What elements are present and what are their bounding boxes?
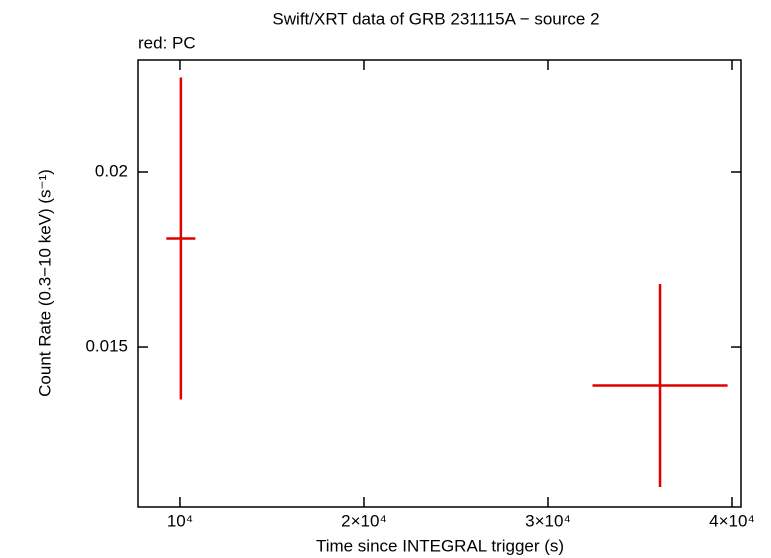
x-tick-label: 10⁴ [167,511,193,530]
plot-frame [137,59,742,508]
x-axis-label: Time since INTEGRAL trigger (s) [316,536,564,555]
x-tick-label: 4×10⁴ [709,511,755,530]
annotation: red: PC [138,33,196,52]
y-axis-label: Count Rate (0.3−10 keV) (s⁻¹) [35,169,54,397]
y-tick-label: 0.02 [95,161,128,180]
chart-title: Swift/XRT data of GRB 231115A − source 2 [272,9,599,28]
x-tick-label: 3×10⁴ [525,511,571,530]
y-tick-label: 0.015 [85,337,128,356]
x-tick-label: 2×10⁴ [341,511,387,530]
